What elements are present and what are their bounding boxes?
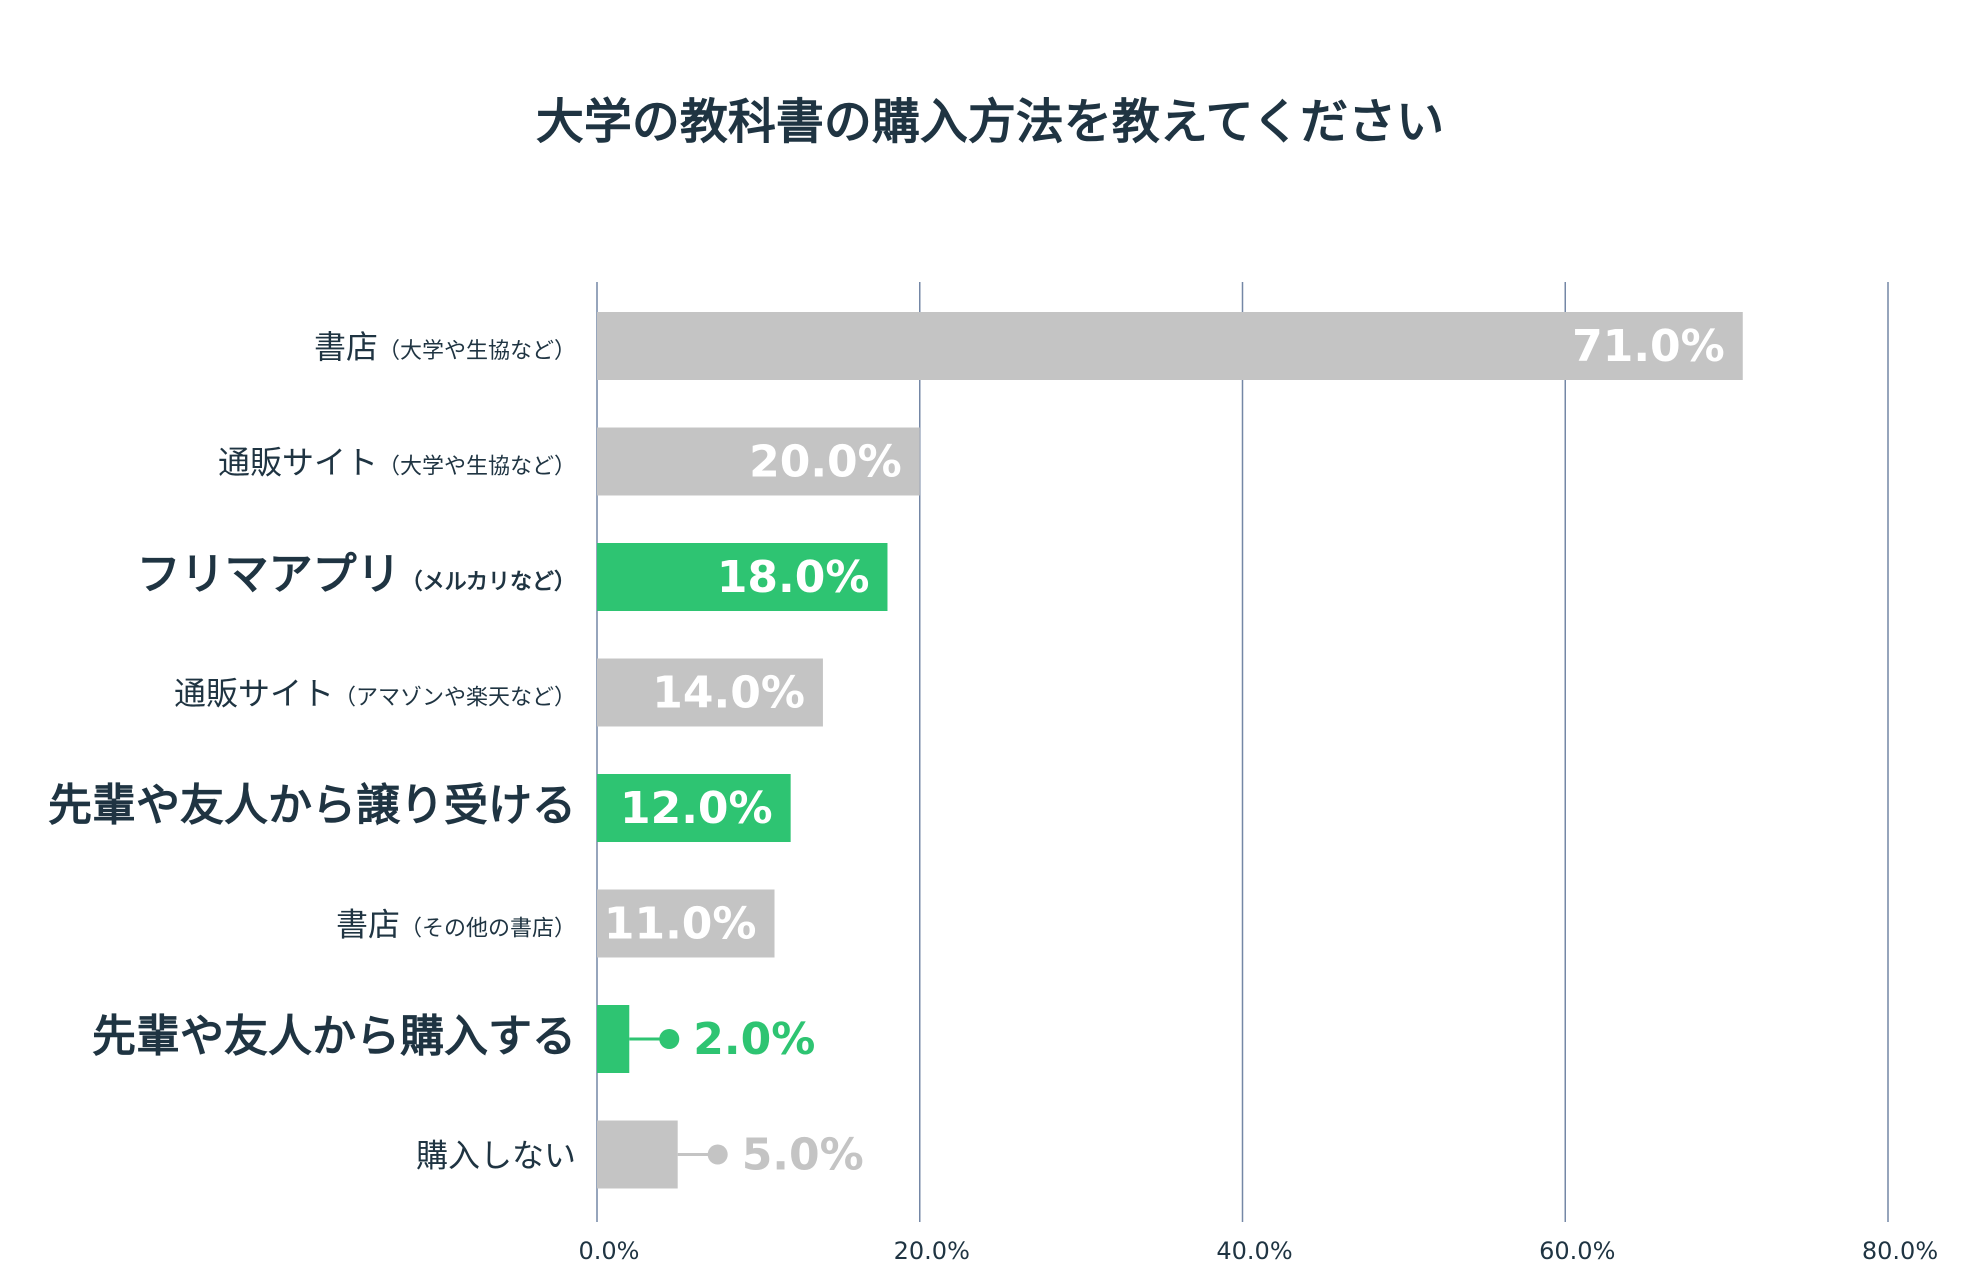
category-main-text: 書店 [336,906,400,944]
bar-value-label: 18.0% [717,552,870,603]
chart-title: 大学の教科書の購入方法を教えてください [536,94,1444,150]
category-main-text: 書店 [314,328,378,366]
grid-lines [596,282,1889,1222]
category-main-text: 通販サイト [174,675,334,713]
category-sub-text: （大学や生協など） [378,339,576,364]
bar-value-label: 71.0% [1572,321,1725,372]
category-main-text: フリマアプリ [137,549,401,600]
x-tick-label: 40.0% [1216,1237,1292,1265]
category-label: フリマアプリ（メルカリなど） [137,549,576,600]
category-main-text: 購入しない [416,1137,576,1175]
bar [597,658,823,727]
bar [597,427,920,496]
bar [597,889,775,958]
bar [597,1120,678,1189]
bar-value-label: 20.0% [749,437,902,488]
x-axis-ticks: 0.0% 20.0% 40.0% 60.0% 80.0% [579,1237,1939,1265]
x-tick-label: 0.0% [579,1237,640,1265]
bar [597,774,791,842]
category-sub-text: （大学や生協など） [378,455,576,480]
category-label: 書店（その他の書店） [336,906,576,944]
category-label: 先輩や友人から購入する [92,1011,576,1062]
bar [597,312,1743,380]
bar-value-label: 5.0% [742,1130,864,1181]
bar-value-label: 11.0% [604,899,757,950]
x-tick-label: 20.0% [894,1237,970,1265]
category-sub-text: （アマゾンや楽天など） [334,686,576,711]
bar-leader-dot [707,1144,728,1165]
category-label: 先輩や友人から譲り受ける [48,780,576,831]
bar-leader-dot [659,1029,680,1049]
category-sub-text: （メルカリなど） [401,570,576,595]
category-main-text: 先輩や友人から購入する [92,1011,576,1062]
category-main-text: 通販サイト [218,444,378,482]
category-sub-text: （その他の書店） [400,917,576,942]
category-label: 通販サイト（アマゾンや楽天など） [174,675,576,713]
category-label: 購入しない [416,1137,576,1175]
bar-value-label: 12.0% [620,783,773,834]
bar [597,1005,630,1073]
x-tick-label: 80.0% [1862,1237,1938,1265]
bar-value-label: 2.0% [693,1014,815,1065]
bar-value-label: 14.0% [652,668,805,719]
category-label: 書店（大学や生協など） [314,328,576,366]
category-label: 通販サイト（大学や生協など） [218,444,576,482]
bars: 71.0%書店（大学や生協など）20.0%通販サイト（大学や生協など）18.0%… [48,312,1743,1189]
bar [597,543,888,611]
category-main-text: 先輩や友人から譲り受ける [48,780,576,831]
x-tick-label: 60.0% [1539,1237,1615,1265]
